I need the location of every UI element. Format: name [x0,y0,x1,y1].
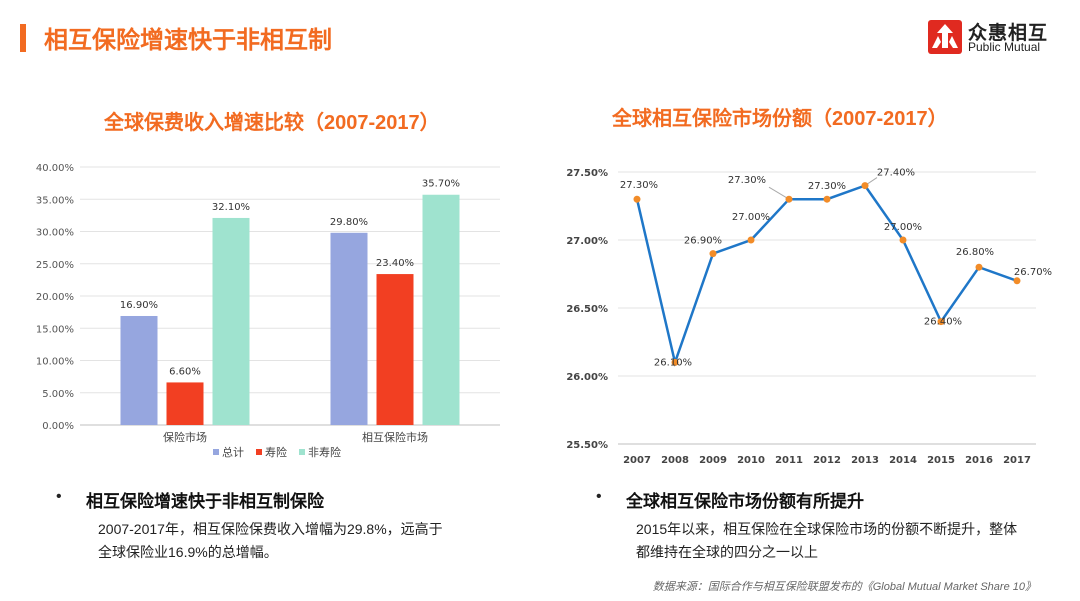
bullet-marker: • [56,488,62,505]
legend-label: 总计 [222,445,244,459]
point-data-label: 26.70% [1014,267,1052,278]
point-data-label: 26.10% [654,357,692,368]
point-data-label: 27.30% [620,180,658,191]
bullet-body-line: 全球保险业16.9%的总增幅。 [98,544,278,560]
data-point [747,236,755,244]
bullet-body-line: 2015年以来，相互保险在全球保险市场的份额不断提升，整体 [636,521,1018,537]
line-chart-title: 全球相互保险市场份额（2007-2017） [612,108,948,130]
bullet-body-line: 都维持在全球的四分之一以上 [636,544,818,560]
point-data-label: 27.30% [808,181,846,192]
y-tick-label: 15.00% [36,324,74,335]
x-tick-label: 2013 [851,455,879,466]
legend-swatch [256,449,262,455]
point-data-label: 27.40% [877,168,915,179]
logo-text-cn: 众惠相互 [968,23,1049,44]
legend-swatch [213,449,219,455]
y-tick-label: 25.50% [566,440,608,451]
x-tick-label: 2011 [775,455,803,466]
data-source-note: 数据来源：国际合作与相互保险联盟发布的《Global Mutual Market… [652,581,1036,593]
label-leader-line [768,186,790,200]
x-category-label: 相互保险市场 [362,430,428,444]
data-point [975,263,983,271]
point-data-label: 26.80% [956,247,994,258]
y-tick-label: 35.00% [36,195,74,206]
y-tick-label: 20.00% [36,292,74,303]
x-tick-label: 2007 [623,455,651,466]
legend-label: 非寿险 [308,445,341,459]
bar-data-label: 23.40% [376,258,414,269]
title-accent-bar [20,24,26,52]
line-chart: 25.50% 26.00% 26.50% 27.00% 27.50% 2007 2008 20… [566,168,1052,466]
bar [120,315,158,425]
x-tick-label: 2009 [699,455,727,466]
point-data-label: 27.00% [732,212,770,223]
legend-label: 寿险 [265,445,287,459]
legend-swatch [299,449,305,455]
x-tick-label: 2008 [661,455,689,466]
page-title: 相互保险增速快于非相互制 [44,27,332,54]
bullet-heading-growth: 相互保险增速快于非相互制保险 [86,492,324,511]
x-tick-label: 2014 [889,455,917,466]
series-line [635,184,1018,367]
bullet-body-line: 2007-2017年，相互保险保费收入增幅为29.8%，远高于 [98,521,443,537]
logo-text-en: Public Mutual [968,40,1041,54]
bar-chart: 0.00% 5.00% 10.00% 15.00% 20.00% 25.00% 30.00%… [36,163,500,459]
y-tick-label: 26.50% [566,304,608,315]
data-point [671,358,679,366]
brand-logo: 众惠相互 Public Mutual [928,18,1064,58]
x-tick-label: 2016 [965,455,993,466]
y-tick-label: 0.00% [42,421,74,432]
data-point [709,250,717,258]
data-point [823,195,831,203]
point-data-label: 26.40% [924,317,962,328]
bar-chart-title: 全球保费收入增速比较（2007-2017） [104,112,440,134]
bar-data-label: 29.80% [330,217,368,228]
bullet-marker: • [596,488,602,505]
data-point [1013,277,1021,285]
data-point [633,195,641,203]
data-point [899,236,907,244]
y-tick-label: 10.00% [36,357,74,368]
x-tick-label: 2017 [1003,455,1031,466]
point-data-label: 26.90% [684,236,722,247]
x-tick-label: 2012 [813,455,841,466]
point-data-label: 27.00% [884,222,922,233]
y-tick-label: 27.50% [566,168,608,179]
point-data-label: 27.30% [728,175,766,186]
x-category-label: 保险市场 [163,430,207,444]
bar [330,232,368,425]
bar [166,382,204,425]
y-tick-label: 27.00% [566,236,608,247]
bullet-body-share: 2015年以来，相互保险在全球保险市场的份额不断提升，整体 都维持在全球的四分之… [636,518,1017,564]
data-point [785,195,793,203]
bullet-body-growth: 2007-2017年，相互保险保费收入增幅为29.8%，远高于 全球保险业16.… [98,518,443,564]
bar-data-label: 6.60% [169,366,201,377]
data-point [861,182,869,190]
data-point [937,318,945,326]
bar-data-label: 35.70% [422,179,460,190]
bar-data-label: 16.90% [120,300,158,311]
y-tick-label: 40.00% [36,163,74,174]
y-tick-label: 5.00% [42,389,74,400]
bar [376,274,414,425]
bar [422,194,460,425]
bar-data-label: 32.10% [212,202,250,213]
x-tick-label: 2010 [737,455,765,466]
x-tick-label: 2015 [927,455,955,466]
y-tick-label: 30.00% [36,228,74,239]
logo-mark-icon [928,20,962,54]
y-tick-label: 26.00% [566,372,608,383]
y-tick-label: 25.00% [36,260,74,271]
bullet-heading-share: 全球相互保险市场份额有所提升 [626,492,864,511]
bar [212,217,250,425]
